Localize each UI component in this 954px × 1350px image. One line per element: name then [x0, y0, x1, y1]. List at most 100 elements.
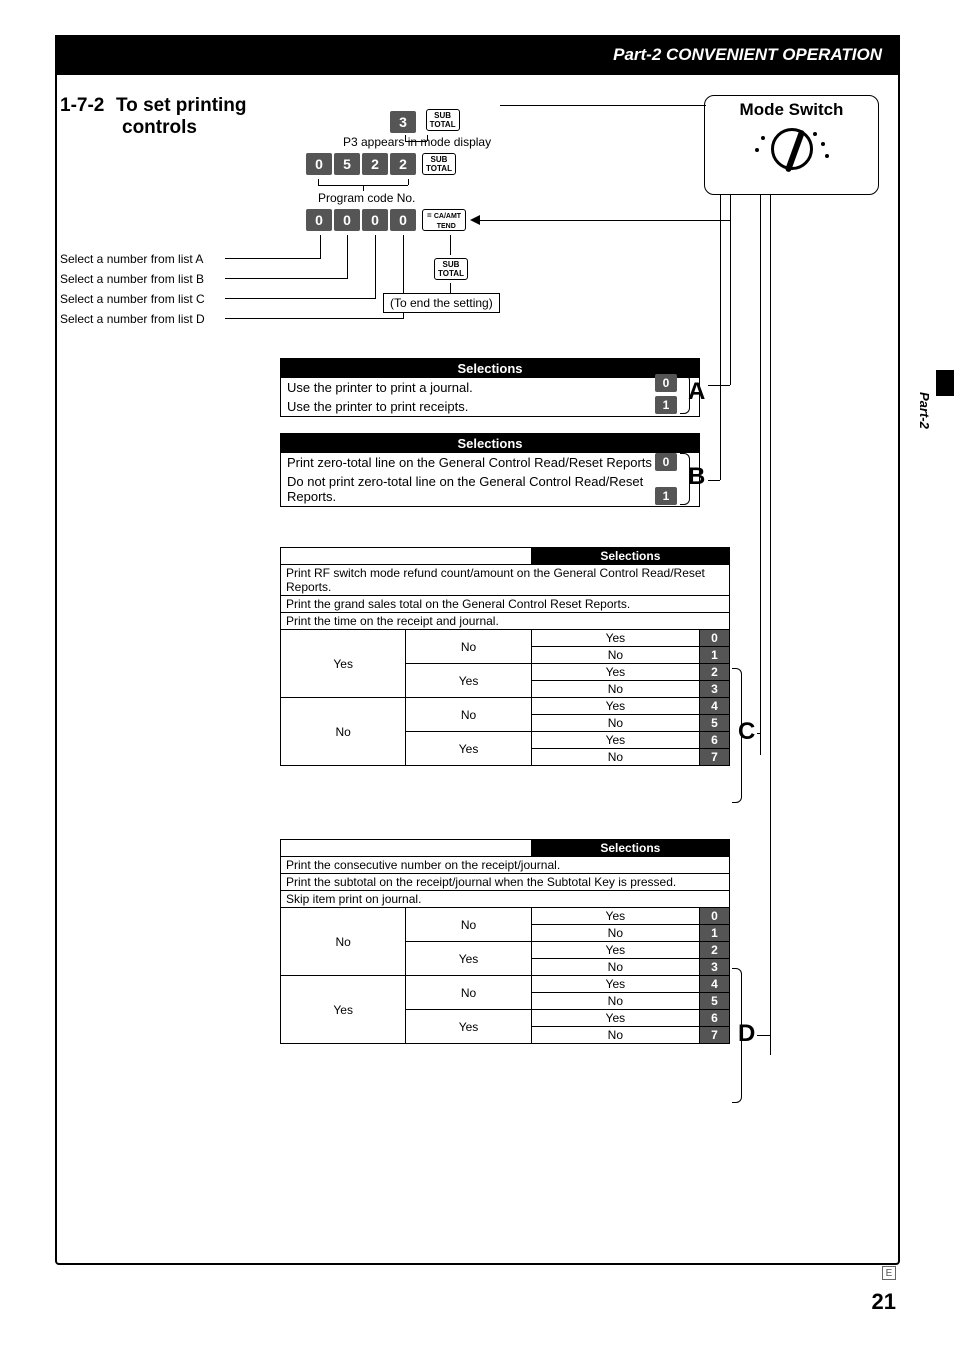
letter-b: B [688, 463, 705, 491]
d-yes: Yes [406, 942, 531, 976]
subtotal-key: SUBTOTAL [422, 153, 456, 175]
d-yes: Yes [531, 908, 699, 925]
d-k4: 4 [700, 976, 730, 993]
caamt-tend-key: = CA/AMT TEND [422, 209, 466, 231]
ptr-line-a [320, 235, 321, 259]
label-list-d: Select a number from list D [60, 312, 205, 326]
bracket-b [680, 453, 690, 505]
key-0: 0 [390, 209, 416, 231]
d-k3: 3 [700, 959, 730, 976]
tick [408, 179, 409, 185]
label-list-c: Select a number from list C [60, 292, 205, 306]
d-k1: 1 [700, 925, 730, 942]
subtotal-key: SUBTOTAL [426, 109, 460, 131]
dial-dot [813, 132, 817, 136]
page-number: 21 [872, 1289, 896, 1315]
bracket-c [732, 668, 742, 803]
ptr-line-c [225, 298, 375, 299]
mode-dial [771, 128, 813, 170]
mode-switch-box: Mode Switch [704, 95, 879, 195]
bracket-a [680, 374, 690, 414]
c-k1: 1 [700, 647, 730, 664]
c-yes: Yes [406, 664, 531, 698]
key-3: 3 [390, 111, 416, 133]
ptr-line-d [225, 318, 403, 319]
c-yes: Yes [531, 664, 699, 681]
key-3-subtotal: 3 SUBTOTAL [390, 109, 460, 133]
dial-dot [825, 154, 829, 158]
caption-progno: Program code No. [318, 191, 415, 205]
table-d-c1: Print the consecutive number on the rece… [281, 857, 730, 874]
key-2b: 2 [390, 153, 416, 175]
table-b-header: Selections [281, 434, 700, 454]
line-to-subtotal [450, 283, 451, 293]
d-k0: 0 [700, 908, 730, 925]
vconnector [770, 195, 771, 1055]
dial-dot [821, 142, 825, 146]
subtotal-end: SUBTOTAL [430, 258, 468, 280]
mode-switch-title: Mode Switch [705, 100, 878, 120]
d-no: No [406, 908, 531, 942]
label-list-a: Select a number from list A [60, 252, 203, 266]
c-no: No [531, 681, 699, 698]
c-k5: 5 [700, 715, 730, 732]
key-0: 0 [334, 209, 360, 231]
c-k4: 4 [700, 698, 730, 715]
d-k6: 6 [700, 1010, 730, 1027]
d-yes: Yes [531, 942, 699, 959]
side-index-mark [936, 370, 954, 396]
key-b-0: 0 [655, 453, 677, 471]
d-yes: Yes [531, 1010, 699, 1027]
hconnector-a [708, 385, 730, 386]
d-no: No [531, 959, 699, 976]
key-0: 0 [306, 153, 332, 175]
c-no: No [406, 630, 531, 664]
c-k2: 2 [700, 664, 730, 681]
d-yes: Yes [406, 1010, 531, 1044]
feedback-line [480, 220, 730, 221]
c-k7: 7 [700, 749, 730, 766]
table-a-row1: Use the printer to print a journal. [281, 378, 700, 397]
caption-toend: (To end the setting) [383, 293, 500, 313]
dial-dot [755, 148, 759, 152]
table-d-c2: Print the subtotal on the receipt/journa… [281, 874, 730, 891]
bracket-d [732, 968, 742, 1103]
key-a-0: 0 [655, 374, 677, 392]
d-no: No [531, 1027, 699, 1044]
table-a: Selections Use the printer to print a jo… [280, 358, 700, 417]
d-yes: Yes [281, 976, 406, 1044]
ptr-line-b [347, 235, 348, 279]
c-k3: 3 [700, 681, 730, 698]
connector-line [500, 105, 706, 106]
section-number: 1-7-2 [60, 95, 104, 116]
zero-keys-row: 0 0 0 0 = CA/AMT TEND [306, 209, 466, 231]
d-k5: 5 [700, 993, 730, 1010]
dial-dot [761, 136, 765, 140]
c-no: No [531, 715, 699, 732]
d-yes: Yes [531, 976, 699, 993]
table-c-header: Selections [531, 548, 729, 565]
section-title-2: controls [122, 117, 247, 139]
table-d-c3: Skip item print on journal. [281, 891, 730, 908]
ptr-line-b [225, 278, 347, 279]
key-2: 2 [362, 153, 388, 175]
line-to-subtotal [450, 235, 451, 255]
d-k2: 2 [700, 942, 730, 959]
letter-a: A [688, 378, 705, 406]
table-d-header: Selections [531, 840, 729, 857]
caption-p3: P3 appears in mode display [343, 135, 491, 149]
vconnector [720, 195, 721, 480]
d-no: No [531, 925, 699, 942]
section-title-1: To set printing [116, 95, 247, 116]
c-no: No [406, 698, 531, 732]
table-b: Selections Print zero-total line on the … [280, 433, 700, 507]
table-d: Selections Print the consecutive number … [280, 839, 730, 1044]
side-tab: Part-2 [914, 380, 932, 440]
table-a-row2: Use the printer to print receipts. [281, 397, 700, 417]
vconnector [730, 195, 731, 385]
hconnector-d [757, 1035, 771, 1036]
table-c: Selections Print RF switch mode refund c… [280, 547, 730, 766]
key-0: 0 [362, 209, 388, 231]
c-yes: Yes [281, 630, 406, 698]
c-k0: 0 [700, 630, 730, 647]
